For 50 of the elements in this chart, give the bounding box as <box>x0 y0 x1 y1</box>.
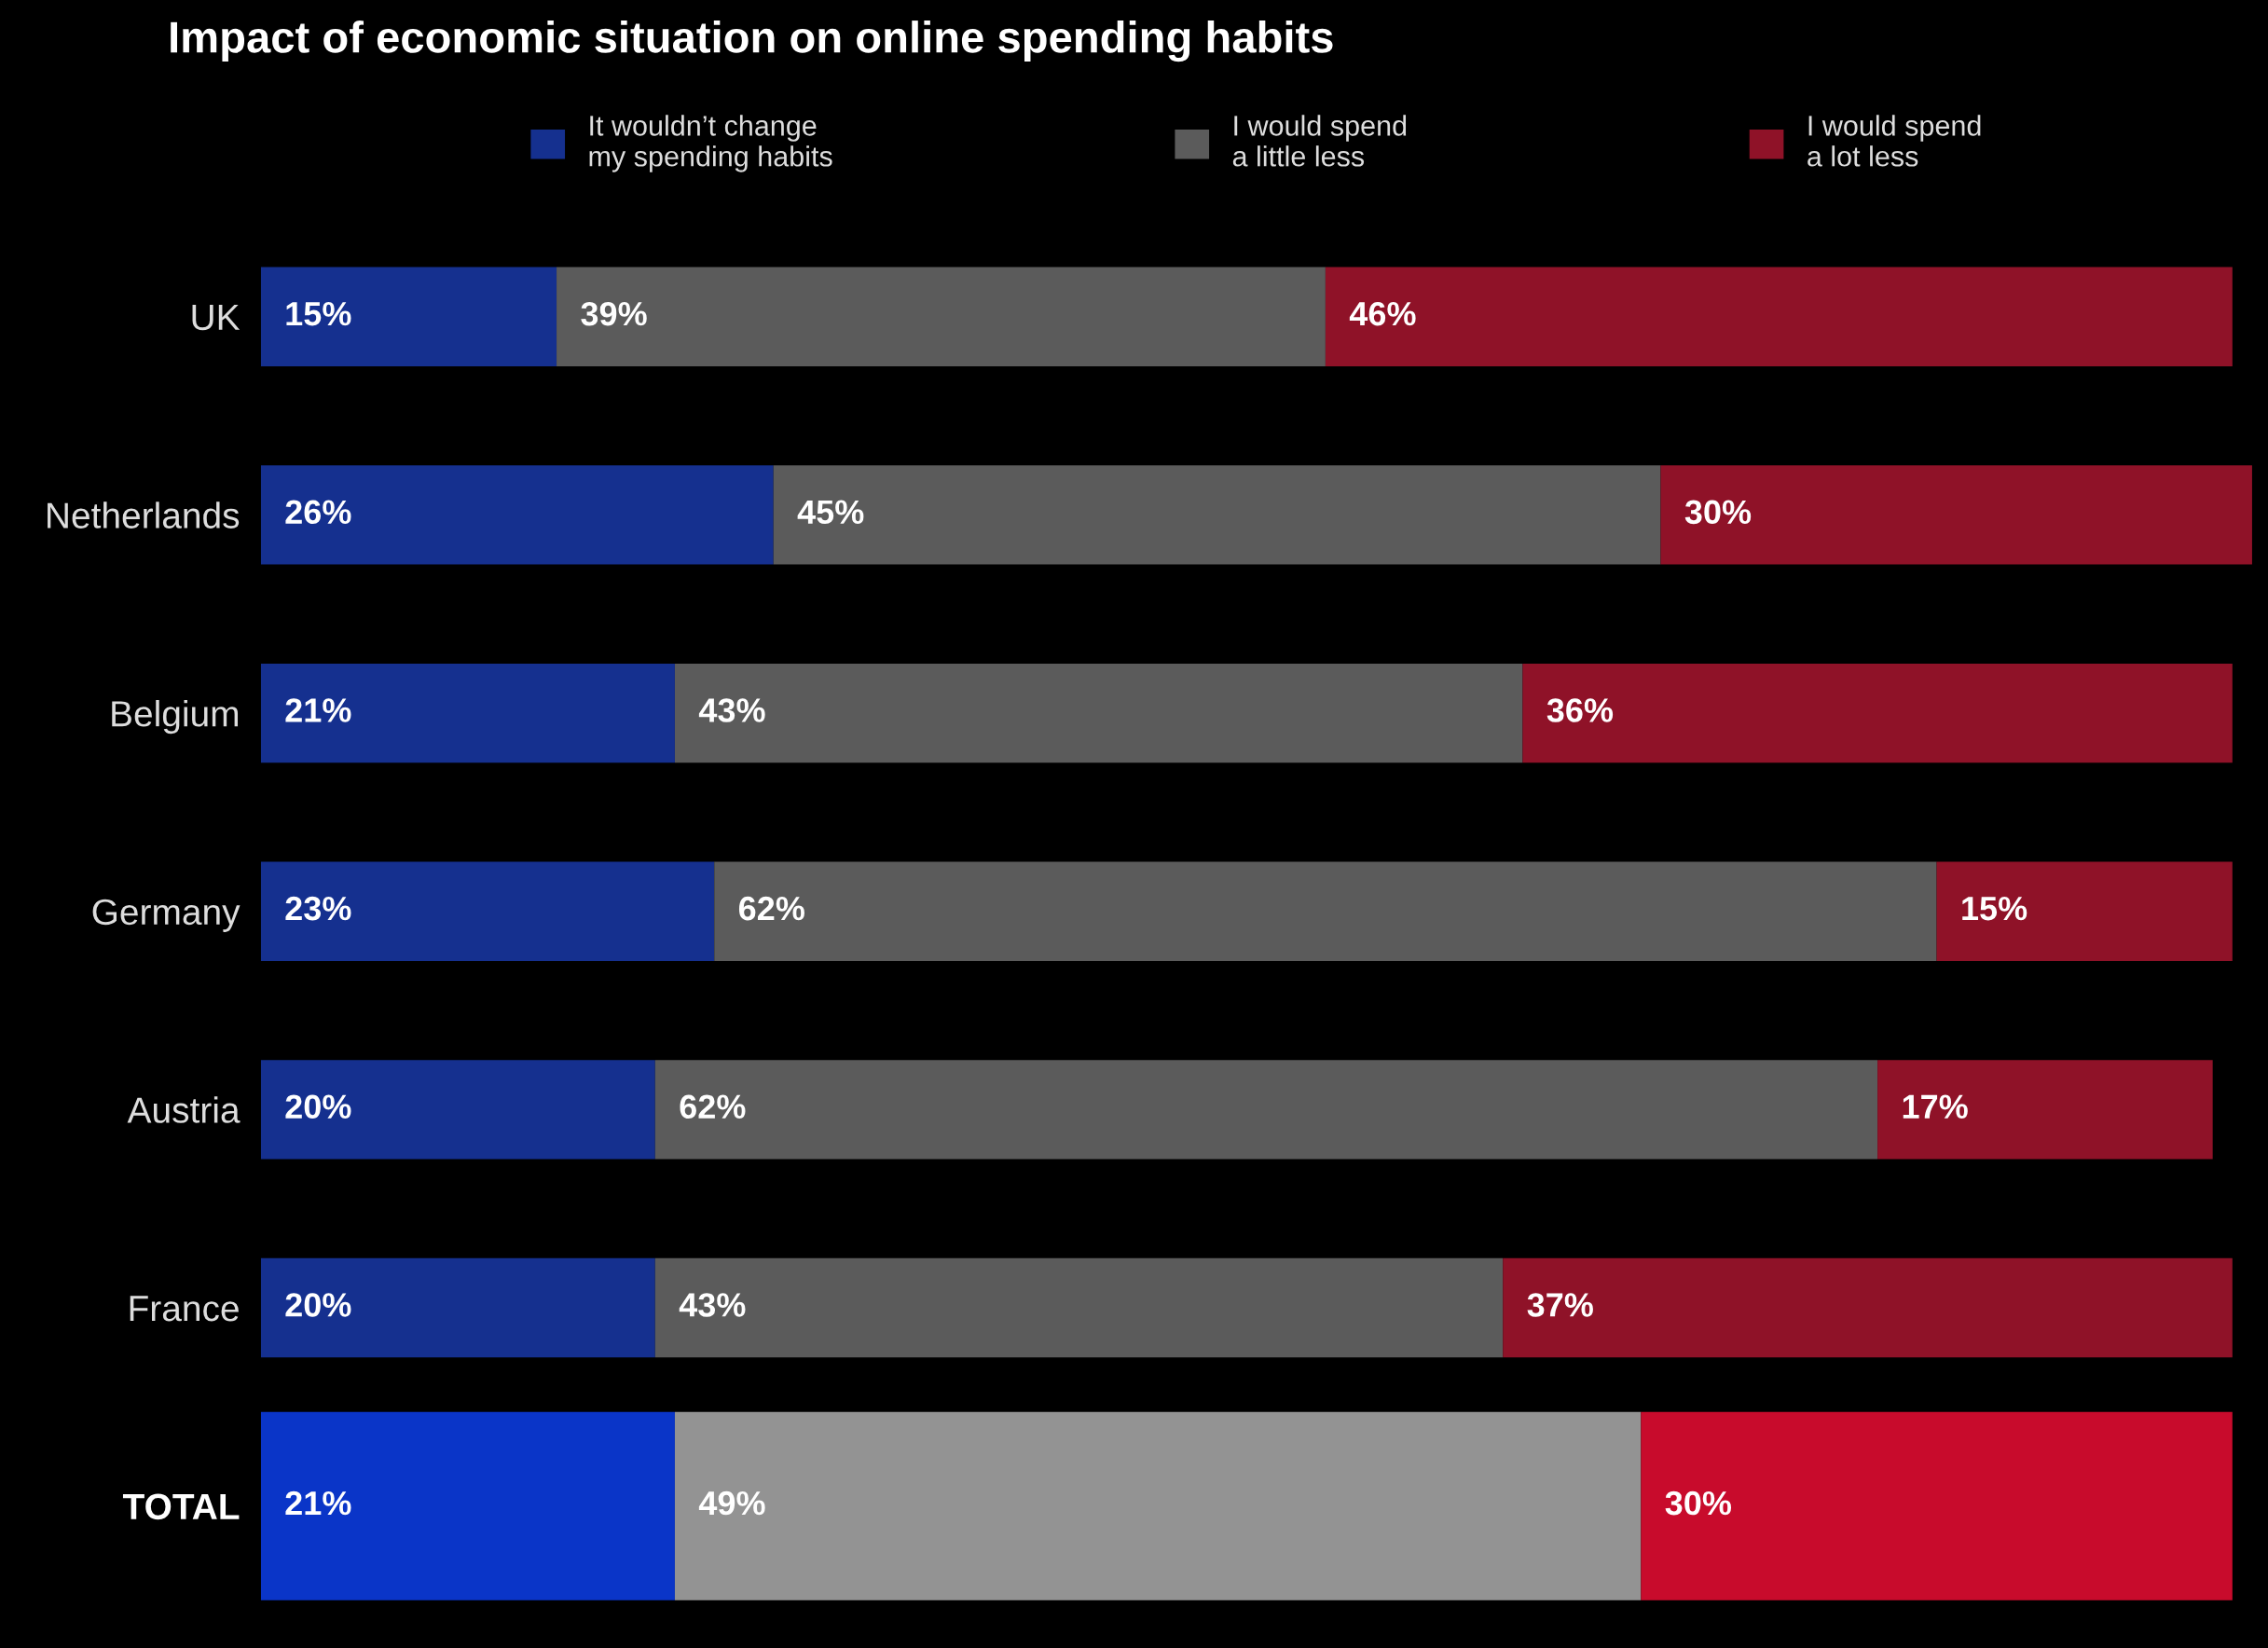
bar <box>557 267 1326 366</box>
legend-label: I would spend a lot less <box>1808 115 1981 167</box>
data-label: 20% <box>285 1293 351 1317</box>
data-label: 43% <box>698 698 765 722</box>
bar <box>773 465 1661 565</box>
y-tick-label: UK <box>192 305 241 331</box>
data-label: 30% <box>1665 1490 1732 1516</box>
data-label: 37% <box>1527 1293 1593 1317</box>
bar <box>654 1060 1878 1160</box>
legend-label: It wouldn’t change my spending habits <box>589 115 832 172</box>
data-label: 30% <box>1684 500 1752 525</box>
data-label: 21% <box>285 698 351 722</box>
bar <box>1660 465 2252 565</box>
bar <box>260 1257 655 1358</box>
bar <box>674 663 1523 763</box>
y-tick-label: France <box>130 1296 239 1322</box>
bar <box>1936 861 2233 961</box>
data-label: 45% <box>797 500 864 525</box>
chart-title: Impact of economic situation on online spending habits <box>171 21 1333 62</box>
bar <box>260 1060 655 1160</box>
data-label: 20% <box>285 1094 351 1119</box>
data-label: 36% <box>1546 698 1614 722</box>
legend-label: I would spend a little less <box>1232 115 1407 167</box>
y-tick-label: Austria <box>127 1096 241 1123</box>
bar <box>654 1257 1504 1358</box>
bar <box>260 861 715 961</box>
bar <box>1522 663 2233 763</box>
bar <box>1877 1060 2213 1160</box>
bar <box>260 663 675 763</box>
y-tick-label: Germany <box>92 899 241 932</box>
data-label: 39% <box>581 301 647 326</box>
data-label: 21% <box>285 1490 351 1516</box>
data-label: 43% <box>679 1293 746 1317</box>
bar <box>714 861 1937 961</box>
bar <box>260 267 557 366</box>
y-tick-label: Belgium <box>112 699 239 735</box>
data-label: 23% <box>285 896 351 921</box>
data-label: 17% <box>1903 1094 1968 1119</box>
data-label: 62% <box>680 1094 746 1119</box>
y-tick-label: TOTAL <box>122 1493 240 1520</box>
bar <box>1503 1257 2233 1358</box>
y-tick-label: Netherlands <box>48 501 240 529</box>
data-label: 15% <box>286 301 351 326</box>
data-label: 15% <box>1962 896 2027 921</box>
data-label: 46% <box>1349 301 1416 326</box>
bar <box>1325 267 2233 366</box>
bar <box>260 465 774 565</box>
data-label: 62% <box>738 896 804 921</box>
data-label: 49% <box>698 1490 765 1516</box>
data-label: 26% <box>285 500 351 525</box>
